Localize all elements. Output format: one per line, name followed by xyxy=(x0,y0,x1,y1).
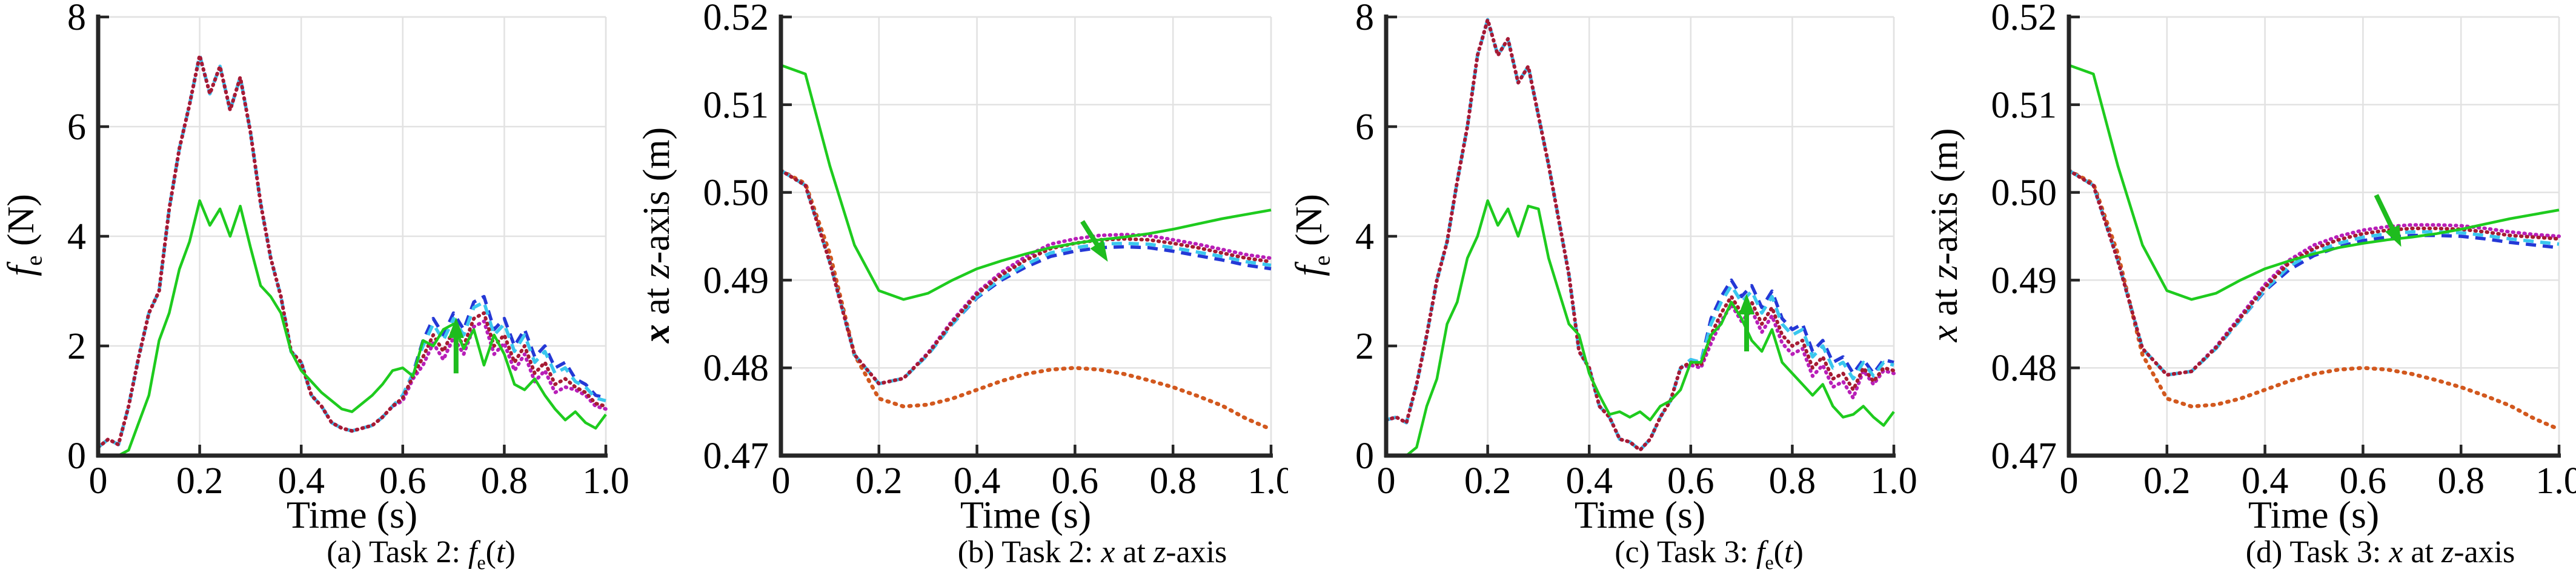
blue-dashed-line xyxy=(97,53,606,449)
plot-canvas-d: 0.47 0.48 0.49 0.50 0.51 0.52 0 0.2 0.4 0.6 0.8 1.0 xyxy=(1991,0,2576,502)
orange-dotted-line xyxy=(778,168,1273,431)
y-tick-label: 0.47 xyxy=(703,436,769,477)
x-tick-label: 0.2 xyxy=(2143,460,2191,502)
y-axis-label-a: fe (N) xyxy=(1,194,47,276)
y-tick-label: 0.52 xyxy=(703,0,769,38)
subplot-caption-d: (d) Task 3: x at z-axis xyxy=(2245,535,2515,569)
x-tick-label: 0.4 xyxy=(1565,460,1613,502)
x-tick-label: 0.4 xyxy=(2242,460,2289,502)
x-tick-label: 0 xyxy=(772,460,791,502)
y-axis-label-d: x at z-axis (m) xyxy=(1924,128,1965,342)
subplot-caption-b: (b) Task 2: x at z-axis xyxy=(957,535,1227,569)
y-tick-label: 0.49 xyxy=(703,260,769,301)
y-tick-label: 6 xyxy=(67,107,86,148)
x-axis-label-c: Time (s) xyxy=(1574,493,1706,536)
y-tick-label: 8 xyxy=(67,0,86,38)
x-tick-label: 0.8 xyxy=(1769,460,1816,502)
orange-dotted-line xyxy=(2066,168,2561,431)
y-tick-label: 0 xyxy=(1355,436,1374,477)
x-tick-label: 0.6 xyxy=(1052,460,1099,502)
subplot-caption-a: (a) Task 2: fe(t) xyxy=(327,535,516,574)
subplot-c: 0 2 4 6 8 0 0.2 0.4 0.6 0.8 1.0 fe (N) Time (s) (c… xyxy=(1288,0,1932,581)
plot-canvas-a: 0 2 4 6 8 0 0.2 0.4 0.6 0.8 1.0 xyxy=(67,0,629,502)
y-tick-label: 0.48 xyxy=(1991,348,2057,389)
x-tick-label: 0.2 xyxy=(176,460,224,502)
subplot-caption-c: (c) Task 3: fe(t) xyxy=(1615,535,1804,574)
y-tick-label: 4 xyxy=(1355,216,1374,257)
darkred-dotted-line xyxy=(2067,168,2561,377)
y-tick-label: 8 xyxy=(1355,0,1374,38)
annotation-arrow-head xyxy=(2385,225,2402,247)
green-solid-line xyxy=(98,199,607,457)
y-axis-label-c: fe (N) xyxy=(1289,194,1335,276)
x-tick-label: 0.4 xyxy=(277,460,325,502)
x-tick-label: 0.6 xyxy=(1667,460,1715,502)
x-tick-label: 1.0 xyxy=(582,460,629,502)
x-tick-label: 0 xyxy=(2060,460,2079,502)
x-axis-label-b: Time (s) xyxy=(960,493,1092,536)
y-axis-label-b: x at z-axis (m) xyxy=(636,127,677,344)
x-tick-label: 1.0 xyxy=(2535,460,2576,502)
x-tick-label: 1.0 xyxy=(1247,460,1288,502)
y-tick-label: 0.48 xyxy=(703,348,769,389)
x-tick-label: 0.2 xyxy=(855,460,903,502)
plot-canvas-c: 0 2 4 6 8 0 0.2 0.4 0.6 0.8 1.0 xyxy=(1355,0,1917,502)
x-axis-label-a: Time (s) xyxy=(286,493,418,536)
x-tick-label: 0.4 xyxy=(954,460,1001,502)
darkred-dotted-line xyxy=(779,168,1273,386)
x-tick-label: 0.8 xyxy=(481,460,528,502)
y-tick-label: 6 xyxy=(1355,107,1374,148)
green-solid-line xyxy=(780,64,1272,301)
y-tick-label: 0 xyxy=(67,436,86,477)
x-tick-label: 0 xyxy=(89,460,108,502)
y-tick-label: 0.47 xyxy=(1991,436,2057,477)
x-tick-label: 0.6 xyxy=(379,460,427,502)
magenta-dotted-line xyxy=(96,53,608,450)
x-tick-label: 1.0 xyxy=(1870,460,1917,502)
green-solid-line xyxy=(1386,199,1895,457)
blue-dashed-line xyxy=(1386,18,1894,452)
cyan-dashed-line xyxy=(2068,169,2560,377)
blue-dashed-line xyxy=(780,169,1272,386)
magenta-dotted-line xyxy=(2067,168,2561,377)
annotation-arrow-head xyxy=(448,317,464,338)
subplot-a: 0 2 4 6 8 0 0.2 0.4 0.6 0.8 1.0 fe (N) Time (s) (a… xyxy=(0,0,644,581)
darkred-dotted-line xyxy=(96,53,608,450)
annotation-arrow-head xyxy=(1739,294,1754,314)
y-tick-label: 0.50 xyxy=(703,173,769,214)
cyan-dashed-line xyxy=(1386,18,1894,452)
magenta-dotted-line xyxy=(1384,18,1896,452)
subplot-d: 0.47 0.48 0.49 0.50 0.51 0.52 0 0.2 0.4 0.6 0.8 1.0… xyxy=(1924,0,2576,581)
y-tick-label: 0.51 xyxy=(1991,85,2057,126)
darkred-dotted-line xyxy=(1384,18,1896,452)
y-tick-label: 0.52 xyxy=(1991,0,2057,38)
x-tick-label: 0.6 xyxy=(2340,460,2387,502)
subplot-b: 0.47 0.48 0.49 0.50 0.51 0.52 0 0.2 0.4 0.6 0.8 1.0… xyxy=(636,0,1289,581)
y-tick-label: 0.49 xyxy=(1991,260,2057,301)
cyan-dashed-line xyxy=(97,53,606,449)
x-tick-label: 0.2 xyxy=(1464,460,1512,502)
x-tick-label: 0.8 xyxy=(1149,460,1197,502)
plot-canvas-b: 0.47 0.48 0.49 0.50 0.51 0.52 0 0.2 0.4 0.6 0.8 1.0 xyxy=(703,0,1289,502)
green-solid-line xyxy=(2068,64,2560,301)
x-tick-label: 0.8 xyxy=(2437,460,2485,502)
y-tick-label: 2 xyxy=(1355,326,1374,367)
x-tick-label: 0 xyxy=(1377,460,1396,502)
x-axis-label-d: Time (s) xyxy=(2248,493,2380,536)
y-tick-label: 2 xyxy=(67,326,86,367)
y-tick-label: 4 xyxy=(67,216,86,257)
annotation-arrow-head xyxy=(1090,240,1108,262)
y-tick-label: 0.51 xyxy=(703,85,769,126)
y-tick-label: 0.50 xyxy=(1991,173,2057,214)
